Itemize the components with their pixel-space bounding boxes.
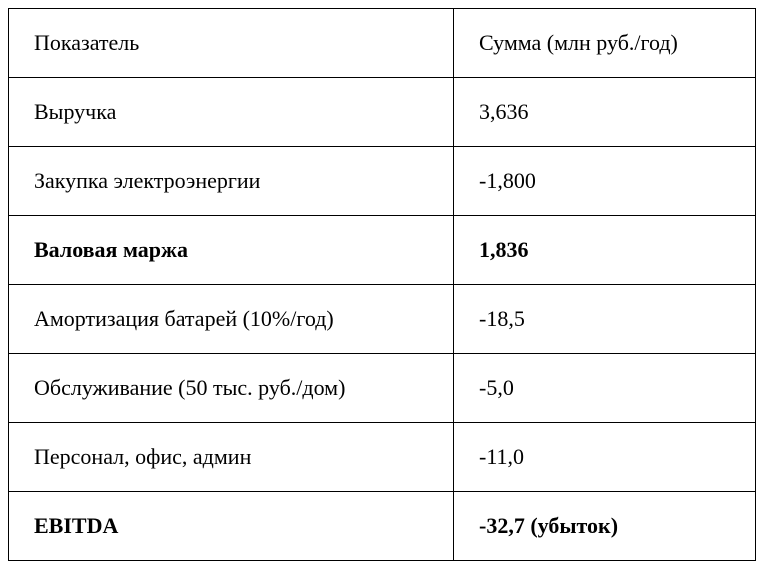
- header-row: Показатель Сумма (млн руб./год): [8, 8, 756, 78]
- indicator-cell: Закупка электроэнергии: [8, 146, 454, 216]
- indicator-cell: Амортизация батарей (10%/год): [8, 284, 454, 354]
- indicator-cell: Выручка: [8, 77, 454, 147]
- header-cell: Показатель: [8, 8, 454, 78]
- table-row: Закупка электроэнергии -1,800: [8, 146, 756, 216]
- amount-cell: -5,0: [453, 353, 756, 423]
- table-row: EBITDA -32,7 (убыток): [8, 491, 756, 561]
- indicator-cell: EBITDA: [8, 491, 454, 561]
- indicator-cell: Валовая маржа: [8, 215, 454, 285]
- amount-cell: -18,5: [453, 284, 756, 354]
- table-row: Выручка 3,636: [8, 77, 756, 147]
- table-row: Амортизация батарей (10%/год) -18,5: [8, 284, 756, 354]
- table-row: Персонал, офис, админ -11,0: [8, 422, 756, 492]
- amount-cell: 3,636: [453, 77, 756, 147]
- table-row: Валовая маржа 1,836: [8, 215, 756, 285]
- amount-cell: 1,836: [453, 215, 756, 285]
- indicator-cell: Обслуживание (50 тыс. руб./дом): [8, 353, 454, 423]
- indicator-cell: Персонал, офис, админ: [8, 422, 454, 492]
- amount-cell: -11,0: [453, 422, 756, 492]
- header-cell: Сумма (млн руб./год): [453, 8, 756, 78]
- amount-cell: -32,7 (убыток): [453, 491, 756, 561]
- table-body: Выручка 3,636 Закупка электроэнергии -1,800…: [8, 77, 756, 561]
- table-row: Обслуживание (50 тыс. руб./дом) -5,0: [8, 353, 756, 423]
- financial-table: Показатель Сумма (млн руб./год) Выручка 3…: [8, 8, 756, 561]
- amount-cell: -1,800: [453, 146, 756, 216]
